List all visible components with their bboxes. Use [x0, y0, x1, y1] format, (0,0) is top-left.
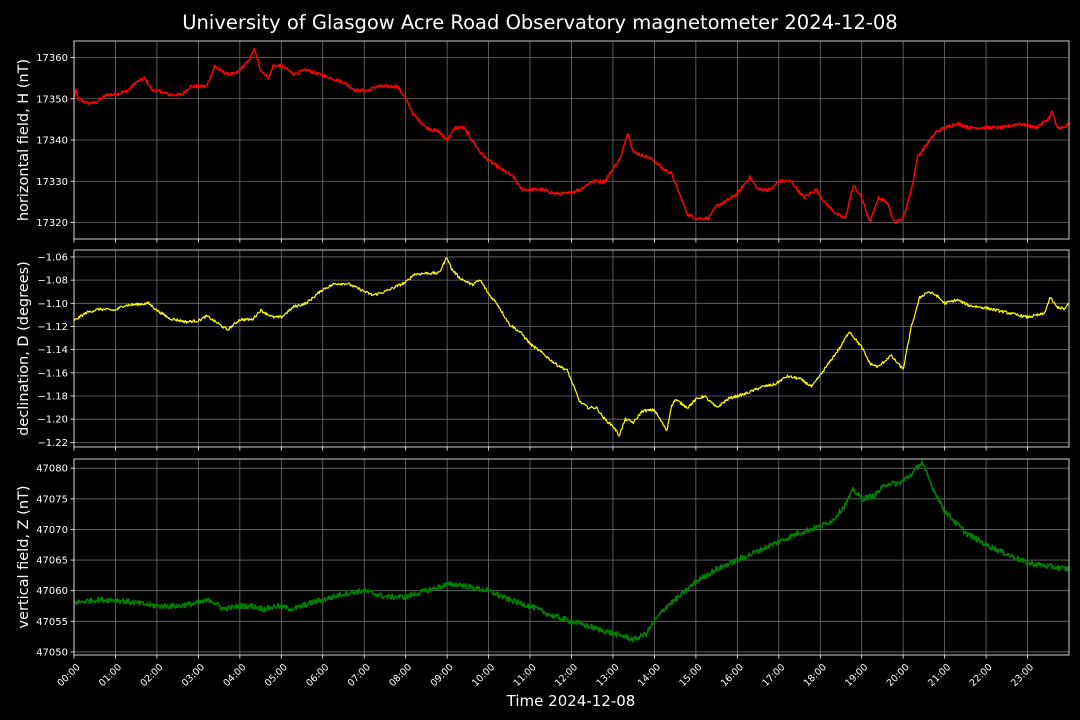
data-line-series-1 [74, 48, 1069, 225]
y-tick-label: −1.12 [37, 322, 68, 333]
y-tick-label: −1.20 [37, 415, 68, 426]
y-tick-label: −1.18 [37, 392, 68, 403]
y-axis-label: horizontal field, H (nT) [16, 59, 32, 221]
y-axis-label: vertical field, Z (nT) [16, 485, 32, 628]
x-axis-label: Time 2024-12-08 [506, 692, 636, 710]
y-tick-label: −1.14 [37, 345, 68, 356]
y-tick-label: 47070 [36, 525, 68, 536]
y-tick-label: 17320 [36, 218, 68, 229]
y-tick-label: 47055 [36, 617, 68, 628]
y-tick-label: 17350 [36, 94, 68, 105]
y-tick-label: 17330 [36, 177, 68, 188]
y-tick-label: 17340 [36, 136, 68, 147]
chart-title: University of Glasgow Acre Road Observat… [182, 11, 897, 34]
y-tick-label: −1.08 [37, 276, 68, 287]
y-tick-label: 47065 [36, 556, 68, 567]
panel-2: −1.06 −1.08 −1.10 −1.12 −1.14 −1.16 −1.18 −1.20… [16, 249, 1070, 451]
panel-frame [73, 40, 1070, 240]
y-tick-label: 47075 [36, 494, 68, 505]
y-tick-label: 47050 [36, 647, 68, 658]
panel-1: 17320 17330 17340 17350 17360 horizontal fiel… [16, 40, 1070, 243]
y-tick-label: −1.10 [37, 299, 68, 310]
y-tick-label: −1.06 [37, 252, 68, 263]
panel-frame [73, 249, 1070, 448]
data-line-series-1 [74, 460, 1069, 643]
y-tick-label: 17360 [36, 53, 68, 64]
y-tick-label: −1.16 [37, 368, 68, 379]
y-axis-label: declination, D (degrees) [16, 261, 32, 436]
y-tick-label: 47060 [36, 586, 68, 597]
y-tick-label: 47080 [36, 464, 68, 475]
panel-frame [73, 458, 1070, 656]
y-tick-label: −1.22 [37, 438, 68, 449]
data-line-series-1 [74, 257, 1069, 437]
